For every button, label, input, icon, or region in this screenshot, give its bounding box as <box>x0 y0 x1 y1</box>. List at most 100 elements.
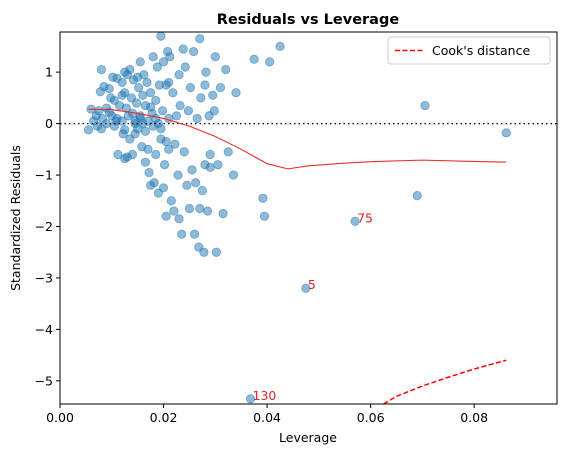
data-point <box>245 394 256 404</box>
data-point <box>138 90 148 100</box>
y-tick-label: −5 <box>35 373 53 388</box>
x-tick-label: 0.04 <box>253 410 281 425</box>
data-point <box>140 157 151 167</box>
y-tick-label: −2 <box>35 219 53 234</box>
data-point <box>211 247 221 257</box>
data-point <box>120 153 130 164</box>
data-point <box>412 191 422 201</box>
data-point <box>149 178 159 188</box>
data-point <box>146 102 156 112</box>
data-point <box>188 46 199 57</box>
data-point <box>151 113 161 124</box>
data-point <box>96 64 107 75</box>
plot-frame <box>59 31 558 405</box>
data-point <box>259 211 270 221</box>
y-axis-ticks: −5 −4 −3 −2 −1 0 1 <box>35 65 60 388</box>
data-point <box>156 32 166 41</box>
data-point <box>159 160 170 170</box>
data-point <box>195 203 205 214</box>
line-layer <box>60 108 557 404</box>
data-point <box>197 185 207 196</box>
x-axis-label: Leverage <box>279 430 337 445</box>
data-point <box>301 283 311 293</box>
data-point <box>144 167 154 178</box>
data-point <box>174 70 184 80</box>
data-point <box>195 34 205 44</box>
data-point <box>179 147 189 157</box>
y-tick-label: −1 <box>35 168 53 183</box>
data-point <box>158 183 169 193</box>
data-point <box>209 106 219 116</box>
data-point <box>228 170 239 180</box>
data-point <box>156 124 166 134</box>
data-point <box>199 247 209 257</box>
data-point <box>94 106 104 116</box>
data-point <box>183 106 193 116</box>
data-point <box>215 82 226 93</box>
y-axis-label: Standardized Residuals <box>8 145 23 291</box>
data-point <box>221 64 231 75</box>
data-point <box>161 136 171 147</box>
data-point <box>173 170 183 180</box>
data-point <box>117 77 127 88</box>
x-tick-label: 0.00 <box>46 410 74 425</box>
x-tick-label: 0.06 <box>357 410 385 425</box>
point-annotation: 5 <box>308 277 316 292</box>
data-point <box>146 88 156 98</box>
data-point <box>166 196 176 206</box>
data-point <box>213 160 223 170</box>
data-point <box>185 82 196 93</box>
data-point <box>196 93 206 103</box>
data-point <box>223 147 233 157</box>
y-tick-label: 1 <box>45 65 53 80</box>
data-point <box>152 62 162 72</box>
y-tick-label: −3 <box>35 270 53 285</box>
data-point <box>165 52 175 62</box>
data-point <box>205 162 215 172</box>
data-point <box>142 77 152 88</box>
data-point <box>350 216 360 226</box>
x-tick-label: 0.08 <box>460 410 488 425</box>
data-point <box>218 209 228 219</box>
data-point <box>143 144 153 154</box>
data-point <box>190 229 200 239</box>
data-point <box>151 95 161 106</box>
data-point <box>174 214 184 224</box>
data-point <box>182 180 192 190</box>
data-point <box>140 126 151 136</box>
legend-cooks-label: Cook's distance <box>432 43 530 58</box>
data-point <box>139 70 149 80</box>
y-tick-label: −4 <box>35 322 53 337</box>
data-point <box>192 113 202 124</box>
data-point <box>151 149 161 160</box>
data-point <box>134 82 144 93</box>
data-point <box>210 52 220 62</box>
scatter-points <box>83 32 511 404</box>
data-point <box>187 165 197 175</box>
data-point <box>148 52 158 62</box>
data-point <box>205 149 215 160</box>
point-annotation: 75 <box>357 210 373 225</box>
legend-box <box>387 36 551 65</box>
data-point <box>120 67 130 77</box>
data-point <box>175 100 185 111</box>
data-point <box>249 54 259 64</box>
point-annotation: 130 <box>253 388 277 403</box>
data-point <box>164 77 174 88</box>
data-point <box>191 178 201 188</box>
data-point <box>104 84 114 94</box>
legend: Cook's distance <box>387 36 551 65</box>
data-point <box>200 80 210 90</box>
data-point <box>169 206 179 216</box>
data-point <box>132 98 142 108</box>
data-point <box>178 44 188 54</box>
data-point <box>127 149 138 160</box>
data-point <box>120 125 130 135</box>
data-point <box>265 57 275 67</box>
annotation-layer: 75 5 130 <box>253 210 373 403</box>
data-point <box>170 139 180 149</box>
chart-title: Residuals vs Leverage <box>217 12 400 28</box>
data-point <box>117 90 127 100</box>
data-point <box>168 88 178 98</box>
